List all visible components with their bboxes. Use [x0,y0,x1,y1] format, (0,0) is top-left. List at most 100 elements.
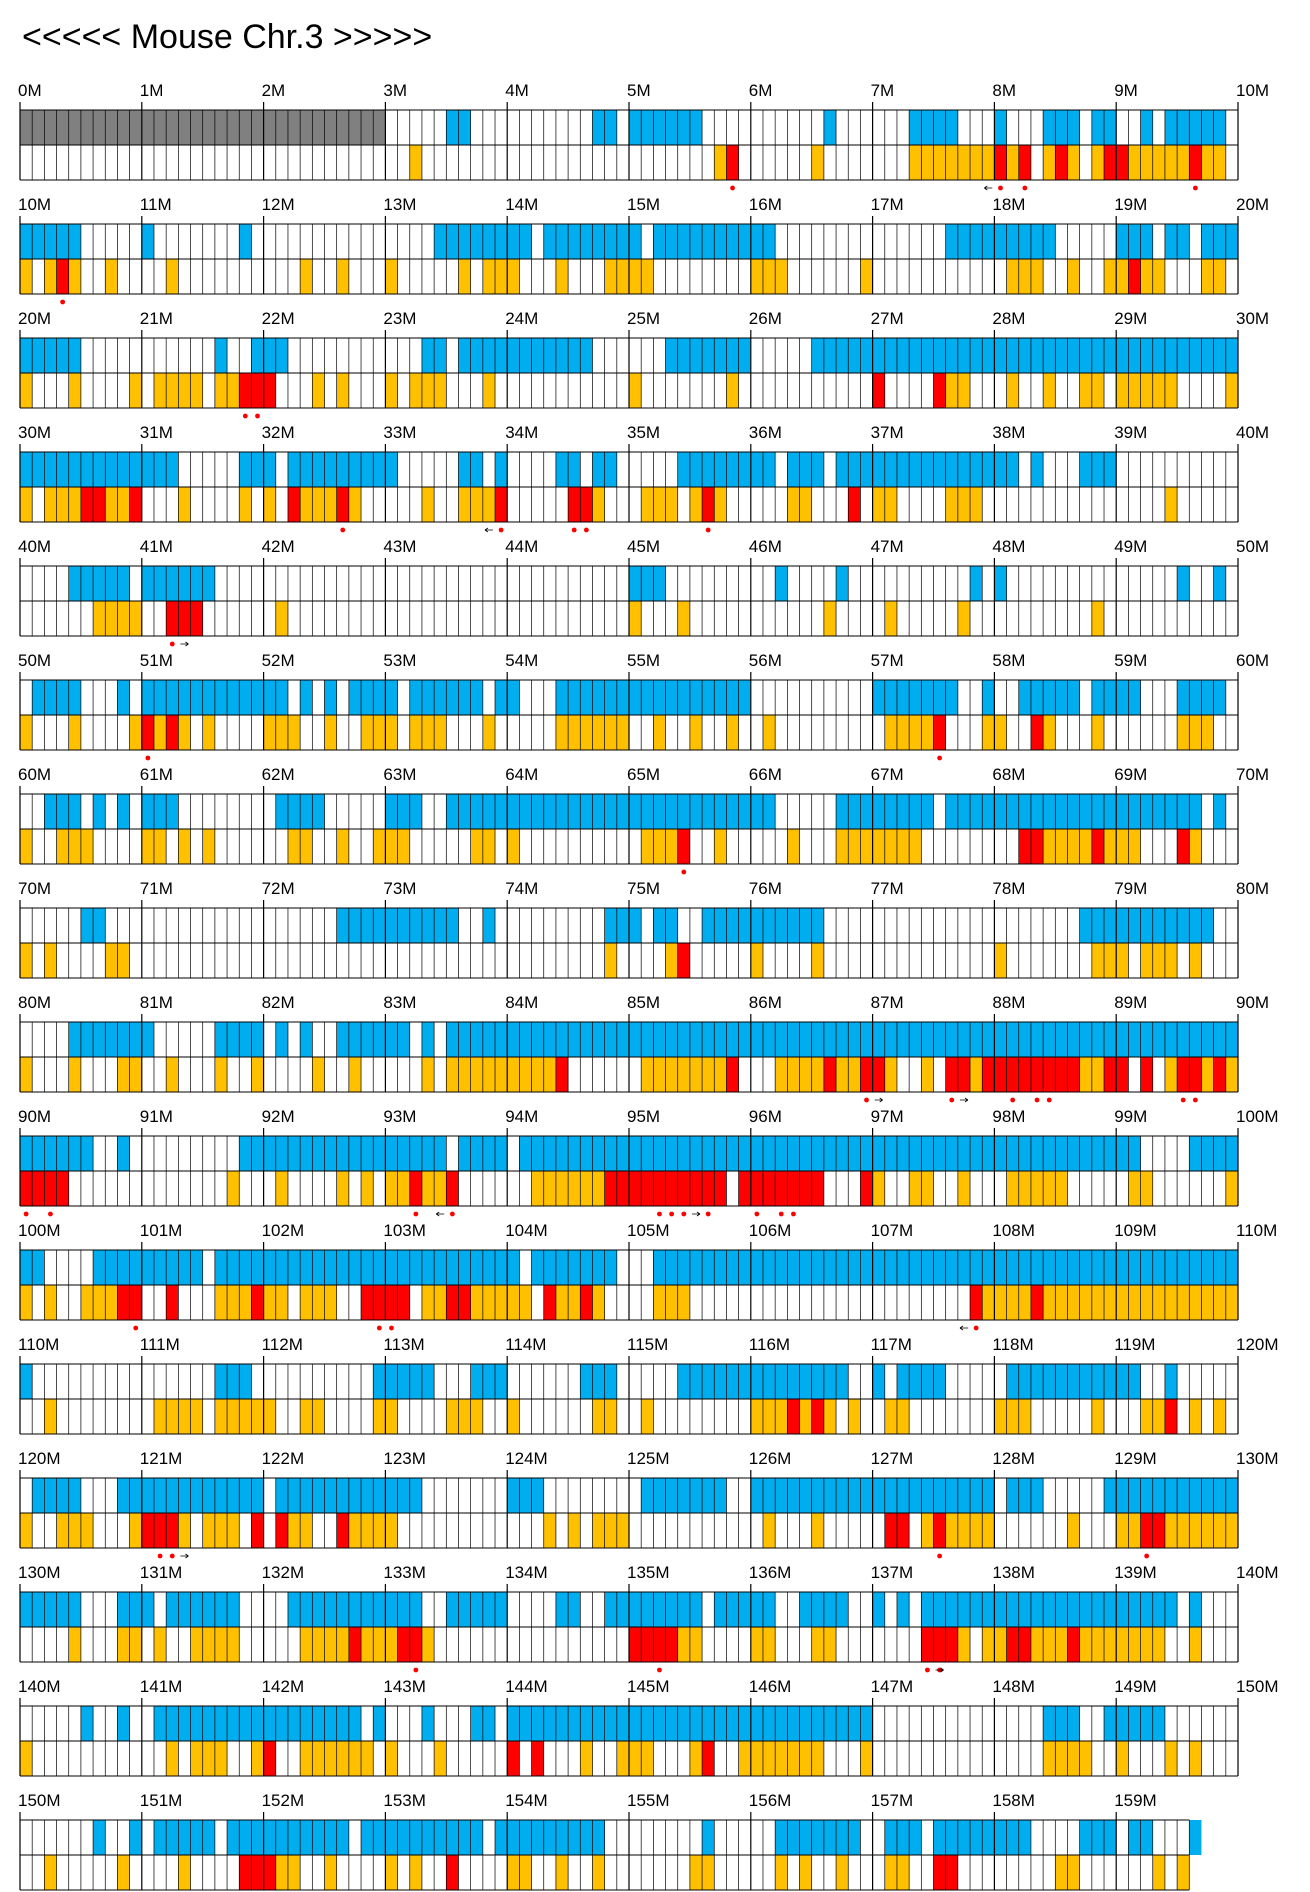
mb-label: 17M [871,195,904,214]
red-block [1140,1057,1153,1092]
orange-block [263,715,301,750]
orange-block [434,1741,447,1776]
red-block [787,1399,800,1434]
orange-block [214,1285,252,1320]
direction-arrow-icon [435,1211,445,1217]
mb-label: 14M [505,195,538,214]
blue-block [385,794,422,829]
orange-block [970,1285,1153,1320]
blue-block [872,1592,885,1627]
blue-block [629,566,666,601]
mb-label: 81M [140,993,173,1012]
orange-block [166,259,179,294]
mb-label: 31M [140,423,173,442]
blue-block [604,908,642,943]
mb-label: 42M [262,537,295,556]
blue-block [507,1478,544,1513]
orange-block [178,1855,191,1890]
blue-block [80,1706,94,1741]
mb-label: 71M [140,879,173,898]
blue-block [300,680,313,715]
mb-label: 93M [383,1107,416,1126]
red-block [495,487,508,522]
mb-label: 33M [383,423,416,442]
marker-dot [145,755,151,761]
mb-label: 119M [1114,1335,1155,1354]
mb-label: 80M [18,993,51,1012]
blue-block [495,1820,532,1855]
marker-dot [1192,185,1198,191]
mb-label: 125M [627,1449,670,1468]
orange-block [20,487,33,522]
orange-block [275,1171,288,1206]
orange-block [543,1513,556,1548]
blue-block [20,224,81,259]
mb-label: 2M [262,81,286,100]
orange-block [811,145,824,180]
marker-dot [169,1553,175,1559]
orange-block [909,145,995,180]
mb-label: 144M [505,1677,548,1696]
blue-block [275,1022,288,1057]
mb-label: 41M [140,537,173,556]
mb-label: 23M [383,309,416,328]
orange-block [190,1627,228,1662]
orange-block [823,601,837,636]
direction-arrow-icon [180,1553,189,1559]
red-block [702,487,715,522]
mb-label: 63M [383,765,416,784]
orange-block [836,1855,849,1890]
mb-label: 55M [627,651,660,670]
marker-dot [583,527,589,533]
mb-label: 150M [1236,1677,1279,1696]
orange-block [44,1399,57,1434]
mb-label: 60M [18,765,51,784]
mb-label: 60M [1236,651,1269,670]
orange-block [957,1171,971,1206]
marker-dot [973,1325,979,1331]
mb-label: 115M [627,1335,668,1354]
red-block [921,1627,958,1662]
mb-label: 111M [140,1335,180,1354]
mb-label: 158M [992,1791,1035,1810]
direction-arrow-icon [484,527,493,533]
blue-block [1116,224,1153,259]
blue-block [93,1250,203,1285]
blue-block [446,1592,508,1627]
mb-label: 37M [871,423,904,442]
blue-block [1104,1706,1165,1741]
orange-block [20,1285,33,1320]
orange-block [324,715,337,750]
red-block [1177,829,1190,864]
mb-label: 142M [262,1677,305,1696]
red-block [811,1399,824,1434]
mb-label: 155M [627,1791,670,1810]
orange-block [1006,259,1044,294]
mb-label: 140M [18,1677,61,1696]
red-block [1189,145,1202,180]
orange-block [409,373,447,408]
mb-label: 45M [627,537,660,556]
mb-label: 117M [871,1335,912,1354]
mb-label: 8M [992,81,1016,100]
orange-block [68,373,81,408]
orange-block [166,1741,179,1776]
mb-label: 112M [262,1335,303,1354]
orange-block [507,1399,520,1434]
mb-label: 40M [1236,423,1269,442]
red-block [1128,259,1141,294]
blue-block [20,1364,33,1399]
mb-label: 97M [871,1107,904,1126]
marker-dot [376,1325,382,1331]
marker-dot [1192,1097,1198,1103]
mb-label: 132M [262,1563,305,1582]
mb-label: 9M [1114,81,1138,100]
red-block [726,1057,739,1092]
blue-block [20,338,81,373]
blue-block [1018,680,1080,715]
orange-block [653,715,666,750]
orange-block [190,1741,228,1776]
mb-label: 15M [627,195,660,214]
orange-block [409,1855,422,1890]
orange-block [616,1741,654,1776]
